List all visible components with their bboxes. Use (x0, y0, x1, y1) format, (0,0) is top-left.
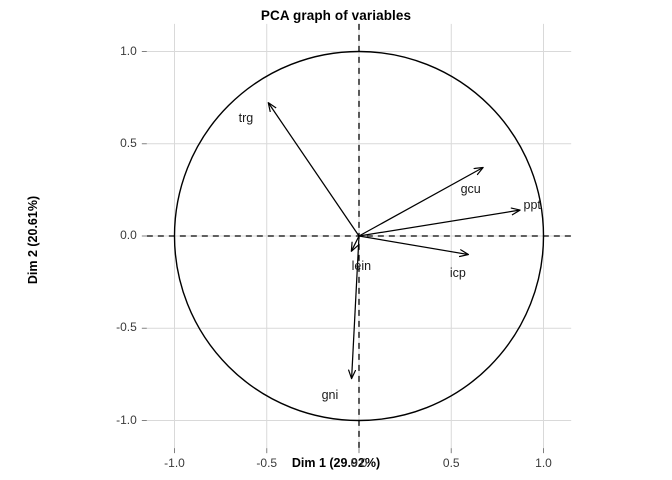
x-tick-label: 1.0 (535, 456, 552, 471)
x-tick-label: -1.0 (164, 456, 185, 471)
variable-arrow-icp (358, 235, 470, 258)
x-tick-label: -0.5 (256, 456, 278, 471)
x-axis-label: Dim 1 (29.92%) (291, 456, 381, 470)
variable-label-gni: gni (321, 388, 339, 403)
variable-label-lein: lein (351, 258, 372, 273)
variable-arrow-gni (348, 235, 360, 380)
variable-label-icp: icp (449, 266, 466, 281)
variable-label-ppt: ppt (523, 198, 541, 213)
variable-arrow-lein (350, 235, 360, 252)
y-tick-label: 1.0 (120, 43, 137, 58)
variable-label-gcu: gcu (460, 181, 481, 196)
y-tick-label: 0.5 (120, 135, 137, 150)
variable-arrow-gcu (358, 166, 484, 237)
x-tick-label: 0.0 (350, 456, 368, 471)
y-tick-label: -1.0 (116, 412, 137, 427)
variable-arrow-trg (267, 102, 360, 237)
correlation-circle (173, 50, 545, 422)
x-tick-label: 0.5 (442, 456, 460, 471)
y-tick-label: 0.0 (120, 228, 137, 242)
variable-arrow-ppt (358, 207, 521, 237)
variable-label-trg: trg (238, 111, 254, 126)
chart-title: PCA graph of variables (260, 8, 412, 23)
y-tick-label: -0.5 (116, 320, 137, 335)
